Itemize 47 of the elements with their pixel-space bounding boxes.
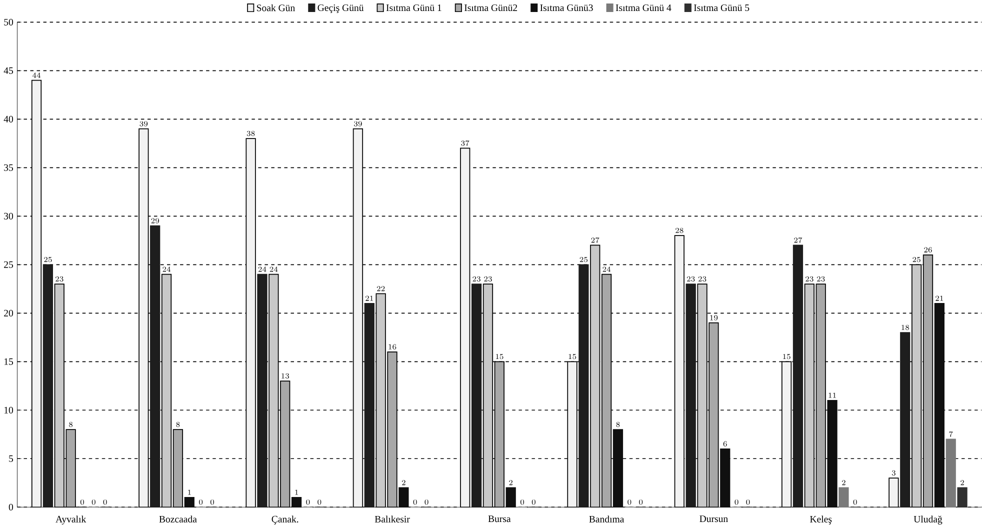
bar <box>398 487 409 508</box>
bar <box>900 332 910 508</box>
x-tick-label: Dursun <box>700 516 728 522</box>
bar <box>291 496 302 508</box>
x-tick-label: Balıkesir <box>374 516 410 522</box>
y-tick-label: 5 <box>9 455 14 462</box>
bar <box>934 302 944 508</box>
bar <box>827 400 838 508</box>
x-tick-label: Bursa <box>488 516 511 522</box>
y-tick-label: 30 <box>4 212 14 220</box>
y-tick-label: 15 <box>4 358 14 365</box>
bar <box>720 448 730 508</box>
legend-label: Isıtma Günü2 <box>464 4 518 12</box>
y-tick-label: 40 <box>4 116 14 122</box>
y-tick-label: 10 <box>4 406 14 414</box>
legend-label: Isıtma Günü3 <box>540 4 593 12</box>
bar <box>578 264 589 508</box>
bar <box>612 429 624 508</box>
bar <box>150 225 160 508</box>
x-tick-label: Bozcaada <box>159 516 197 522</box>
bar <box>792 244 804 508</box>
x-tick-label: Bandıma <box>589 516 624 522</box>
y-tick-label: 35 <box>4 164 14 171</box>
bar <box>838 487 849 508</box>
y-tick-label: 20 <box>4 310 14 316</box>
y-tick-label: 50 <box>4 18 14 26</box>
bar <box>471 284 482 508</box>
bar <box>686 284 696 508</box>
bar <box>957 487 968 508</box>
y-tick-label: 45 <box>4 67 14 74</box>
bar <box>364 302 374 508</box>
bar <box>946 438 956 508</box>
legend-label: Isıtma Günü 1 <box>386 4 442 12</box>
x-tick-label: Keleş <box>810 516 832 524</box>
bar <box>506 487 516 508</box>
legend-label: Isıtma Günü 5 <box>694 4 750 12</box>
x-tick-label: Uludağ <box>914 516 942 524</box>
x-tick-label: Ayvalık <box>56 516 86 524</box>
y-tick-label: 25 <box>4 261 14 268</box>
bar <box>42 264 54 508</box>
y-tick-label: 0 <box>8 504 14 510</box>
x-tick-label: Çanak. <box>272 516 298 524</box>
legend-label: Soak Gün <box>256 4 295 12</box>
legend-label: Isıtma Günü 4 <box>616 4 672 12</box>
bar <box>184 496 194 508</box>
bar <box>257 274 268 508</box>
legend-label: Geçiş Günü <box>318 4 364 13</box>
